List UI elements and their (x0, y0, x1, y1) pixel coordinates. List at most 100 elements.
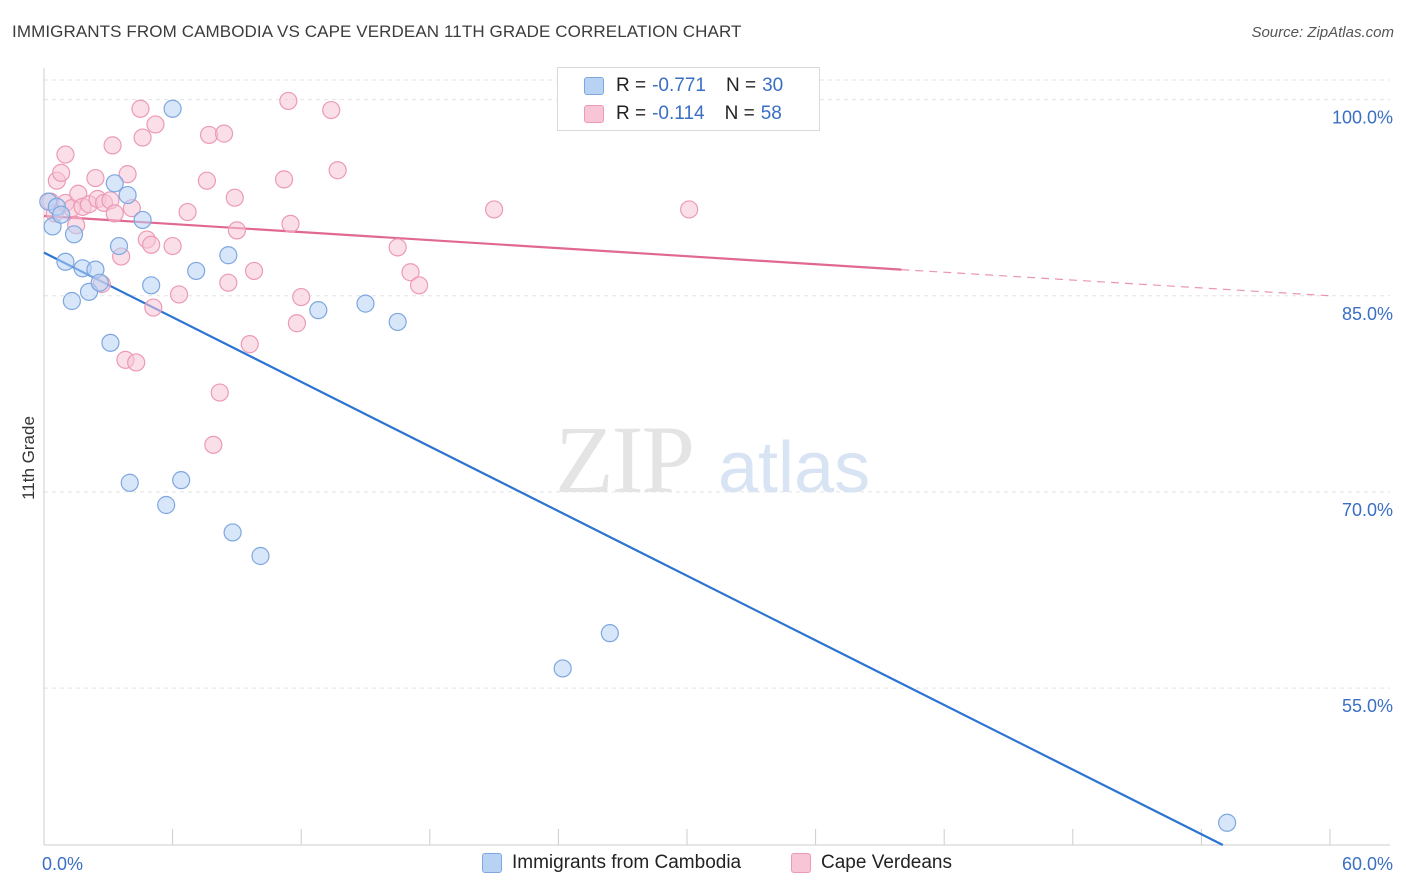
trend-lines (43, 214, 1331, 846)
watermark-zip: ZIP (555, 406, 693, 513)
series-legend-cambodia: Immigrants from Cambodia (482, 852, 741, 874)
cambodia-point (120, 473, 139, 492)
cape-verdean-point (142, 235, 161, 254)
cambodia-point (309, 301, 328, 320)
cape-verdean-point (292, 287, 311, 307)
cape-verdean-point (240, 335, 259, 354)
cape-verdean-point (178, 202, 197, 222)
cape-verdean-point (52, 163, 71, 182)
series-legend-label: Immigrants from Cambodia (512, 852, 742, 873)
y-tick-label: 55.0% (1342, 696, 1393, 716)
legend-n-label: N = (724, 103, 755, 124)
cambodia-point (64, 225, 84, 244)
cape-verdean-point (214, 124, 234, 143)
tick-labels: 100.0% 85.0% 70.0% 55.0% 0.0% 60.0% (42, 108, 1393, 874)
cape-verdean-point (103, 136, 122, 155)
series-swatch-blue (482, 853, 502, 873)
legend-swatch-blue (584, 77, 604, 95)
cape-verdean-point (169, 285, 189, 304)
axes (43, 68, 1390, 846)
cambodia-point (62, 291, 81, 311)
cape-verdean-point (105, 204, 124, 223)
cape-verdean-point (322, 100, 341, 120)
legend-n-value: 58 (760, 103, 782, 124)
cape-verdean-point (118, 165, 137, 184)
legend-r-label: R = (616, 103, 647, 124)
cambodia-point (223, 523, 242, 542)
cape-verdean-point (274, 170, 294, 189)
cape-verdean-point (56, 145, 75, 164)
cape-verdean-trend-line (43, 214, 902, 271)
series-legend-label: Cape Verdeans (821, 852, 952, 873)
cambodia-point (553, 659, 572, 678)
x-tick-label: 60.0% (1342, 854, 1393, 874)
y-tick-label: 100.0% (1332, 108, 1393, 128)
grid-lines (44, 79, 1390, 689)
cambodia-point (356, 294, 375, 313)
cambodia-point (388, 312, 407, 332)
legend-r-label: R = (616, 75, 647, 96)
y-tick-label: 85.0% (1342, 304, 1393, 324)
cape-verdean-point (133, 128, 152, 147)
cape-verdean-point (86, 168, 105, 188)
legend-swatch-pink (584, 105, 604, 123)
cambodia-point (219, 246, 238, 265)
cape-verdean-point (279, 91, 298, 111)
cape-verdean-point (287, 314, 307, 333)
cambodia-point (157, 495, 176, 515)
cambodia-point (1218, 813, 1237, 832)
cape-verdean-point (144, 298, 163, 317)
correlation-legend: R = -0.771 N = 30 R = -0.114 N = 58 (557, 67, 820, 131)
cape-verdean-point (244, 261, 264, 281)
cape-verdean-point (401, 263, 420, 282)
cape-verdean-point (210, 383, 229, 402)
watermark-atlas: atlas (718, 428, 870, 508)
watermark: ZIP atlas (555, 406, 870, 513)
cape-verdean-trend-extension (901, 269, 1331, 297)
cambodia-point (105, 174, 124, 193)
cambodia-point (56, 252, 75, 271)
cambodia-point (187, 261, 206, 281)
cambodia-point (172, 471, 191, 490)
cape-verdean-point (199, 125, 219, 145)
cape-verdean-point (409, 276, 429, 295)
cambodia-point (118, 185, 137, 205)
cape-verdean-point (227, 221, 246, 240)
chart-title: IMMIGRANTS FROM CAMBODIA VS CAPE VERDEAN… (12, 22, 742, 41)
legend-n-value: 30 (762, 75, 784, 96)
legend-row-cape-verdeans: R = -0.114 N = 58 (558, 100, 782, 128)
cape-verdean-point (127, 353, 146, 372)
cambodia-point (163, 99, 182, 118)
cambodia-point (52, 205, 71, 224)
cape-verdean-point (225, 188, 244, 207)
x-tick-label: 0.0% (42, 854, 83, 874)
cambodia-point (101, 333, 120, 352)
legend-r-value: -0.114 (652, 103, 705, 124)
cambodia-point (142, 276, 161, 295)
data-points (39, 91, 1237, 832)
cambodia-point (109, 236, 129, 256)
legend-row-cambodia: R = -0.771 N = 30 (558, 72, 783, 100)
cape-verdean-point (131, 99, 150, 118)
cape-verdean-point (485, 200, 504, 219)
y-axis-title: 11th Grade (19, 416, 38, 500)
source-label: Source: ZipAtlas.com (1251, 24, 1394, 41)
series-legend: Immigrants from Cambodia Cape Verdeans (0, 852, 1406, 876)
series-legend-cape-verdeans: Cape Verdeans (791, 852, 952, 874)
cambodia-point (600, 624, 619, 643)
legend-r-value: -0.771 (652, 75, 706, 96)
cape-verdean-point (388, 238, 407, 257)
cape-verdean-point (163, 236, 182, 256)
cape-verdean-point (146, 115, 165, 134)
cape-verdean-point (197, 171, 216, 190)
cape-verdean-point (204, 435, 223, 454)
cape-verdean-point (328, 161, 347, 180)
cape-verdean-point (680, 200, 699, 219)
cambodia-point (133, 210, 152, 230)
cambodia-trend-line (43, 251, 1224, 846)
cambodia-point (90, 273, 109, 292)
series-swatch-pink (791, 853, 811, 873)
cambodia-point (251, 546, 270, 566)
cape-verdean-point (281, 214, 300, 233)
